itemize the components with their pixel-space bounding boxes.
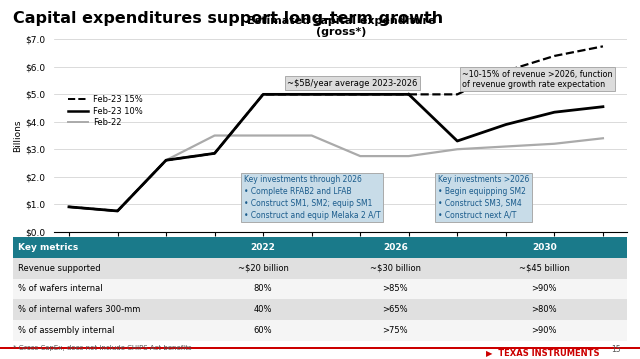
- Text: 60%: 60%: [254, 326, 273, 335]
- Text: 2022: 2022: [251, 243, 276, 252]
- FancyBboxPatch shape: [197, 237, 329, 258]
- Text: ~10-15% of revenue >2026, function
of revenue growth rate expectation: ~10-15% of revenue >2026, function of re…: [462, 70, 612, 89]
- Title: Estimated capital expenditure
(gross*): Estimated capital expenditure (gross*): [246, 16, 435, 37]
- FancyBboxPatch shape: [461, 320, 627, 341]
- FancyBboxPatch shape: [13, 237, 197, 258]
- FancyBboxPatch shape: [461, 258, 627, 279]
- Text: >65%: >65%: [383, 305, 408, 314]
- FancyBboxPatch shape: [329, 237, 461, 258]
- Text: ~$45 billion: ~$45 billion: [519, 264, 570, 273]
- FancyBboxPatch shape: [461, 299, 627, 320]
- Text: Revenue supported: Revenue supported: [18, 264, 100, 273]
- Text: >75%: >75%: [383, 326, 408, 335]
- Text: ▶  TEXAS INSTRUMENTS: ▶ TEXAS INSTRUMENTS: [486, 348, 600, 357]
- Text: % of wafers internal: % of wafers internal: [18, 284, 102, 294]
- FancyBboxPatch shape: [197, 299, 329, 320]
- Text: 2030: 2030: [532, 243, 557, 252]
- Text: Key investments >2026
• Begin equipping SM2
• Construct SM3, SM4
• Construct nex: Key investments >2026 • Begin equipping …: [438, 175, 529, 220]
- Text: ~$30 billion: ~$30 billion: [370, 264, 420, 273]
- Text: >80%: >80%: [531, 305, 557, 314]
- Text: >85%: >85%: [383, 284, 408, 294]
- Text: % of internal wafers 300-mm: % of internal wafers 300-mm: [18, 305, 140, 314]
- Text: >90%: >90%: [531, 326, 557, 335]
- Text: Key metrics: Key metrics: [18, 243, 78, 252]
- FancyBboxPatch shape: [197, 279, 329, 299]
- FancyBboxPatch shape: [197, 320, 329, 341]
- FancyBboxPatch shape: [329, 258, 461, 279]
- FancyBboxPatch shape: [197, 258, 329, 279]
- FancyBboxPatch shape: [13, 258, 197, 279]
- FancyBboxPatch shape: [13, 299, 197, 320]
- FancyBboxPatch shape: [329, 299, 461, 320]
- Text: Key investments through 2026
• Complete RFAB2 and LFAB
• Construct SM1, SM2; equ: Key investments through 2026 • Complete …: [244, 175, 380, 220]
- Text: * Gross CapEx, does not include CHIPS Act benefits: * Gross CapEx, does not include CHIPS Ac…: [13, 345, 191, 351]
- FancyBboxPatch shape: [329, 279, 461, 299]
- Text: >90%: >90%: [531, 284, 557, 294]
- Text: 80%: 80%: [254, 284, 273, 294]
- Text: ~$5B/year average 2023-2026: ~$5B/year average 2023-2026: [287, 79, 418, 88]
- FancyBboxPatch shape: [461, 237, 627, 258]
- Text: Capital expenditures support long-term growth: Capital expenditures support long-term g…: [13, 11, 443, 26]
- FancyBboxPatch shape: [329, 320, 461, 341]
- Text: 40%: 40%: [254, 305, 273, 314]
- Y-axis label: Billions: Billions: [13, 119, 22, 152]
- Text: % of assembly internal: % of assembly internal: [18, 326, 115, 335]
- Text: ~$20 billion: ~$20 billion: [237, 264, 289, 273]
- Text: 2026: 2026: [383, 243, 408, 252]
- Legend: Feb-23 15%, Feb-23 10%, Feb-22: Feb-23 15%, Feb-23 10%, Feb-22: [64, 92, 146, 130]
- FancyBboxPatch shape: [13, 320, 197, 341]
- Text: 15: 15: [611, 345, 621, 354]
- FancyBboxPatch shape: [461, 279, 627, 299]
- FancyBboxPatch shape: [13, 279, 197, 299]
